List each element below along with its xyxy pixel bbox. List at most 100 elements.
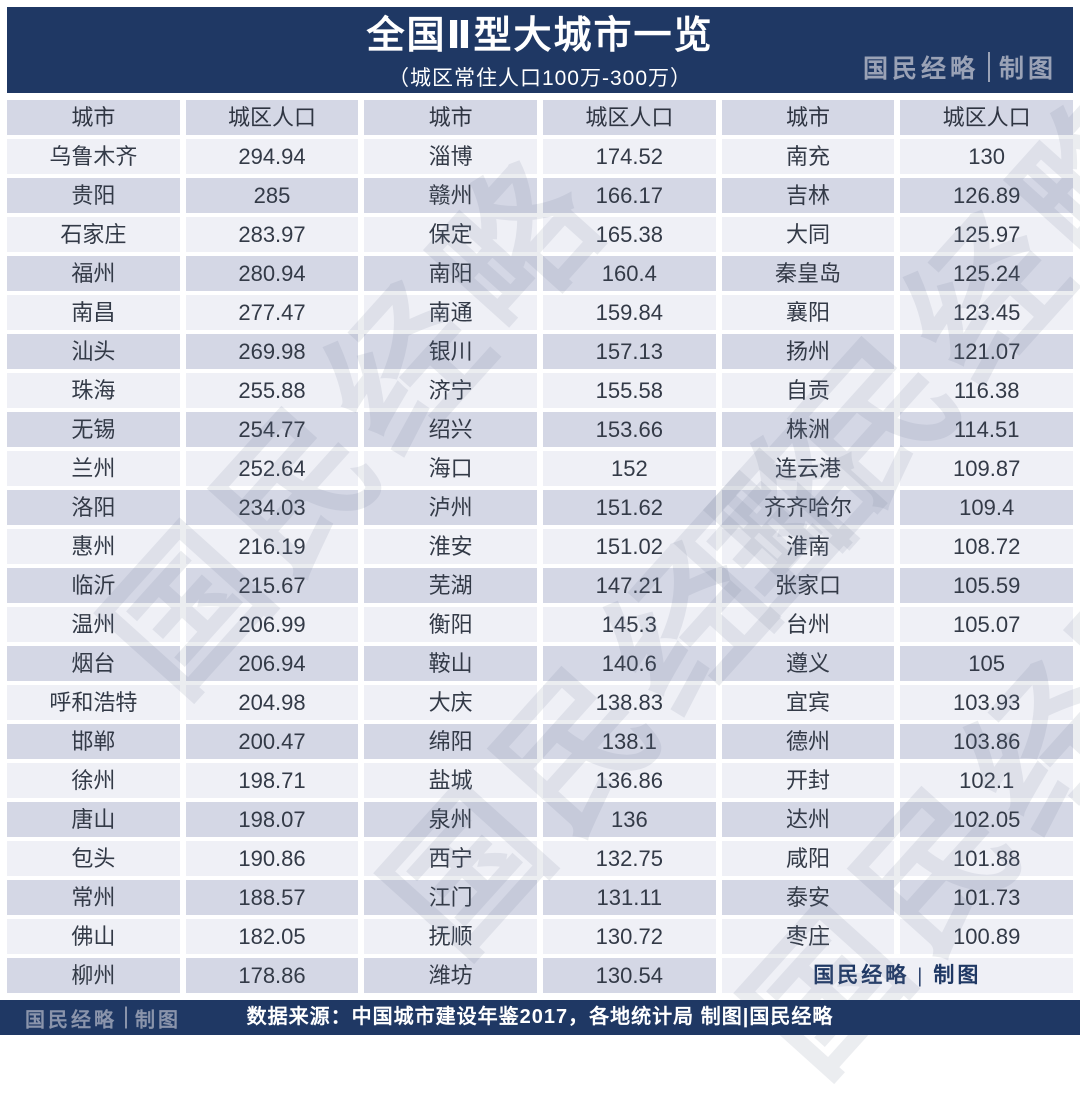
city-cell: 秦皇岛 (721, 256, 895, 291)
population-cell: 160.4 (543, 256, 716, 291)
city-cell: 汕头 (7, 334, 180, 369)
population-cell: 145.3 (543, 607, 716, 642)
population-cell: 155.58 (543, 373, 716, 408)
population-cell: 182.05 (185, 919, 359, 954)
city-cell: 南通 (364, 295, 537, 330)
population-cell: 215.67 (185, 568, 359, 603)
population-cell: 280.94 (185, 256, 359, 291)
city-cell: 乌鲁木齐 (7, 139, 180, 174)
population-cell: 103.93 (900, 685, 1073, 720)
city-cell: 泰安 (721, 880, 895, 915)
population-cell: 178.86 (185, 958, 359, 993)
population-cell: 252.64 (185, 451, 359, 486)
city-cell: 枣庄 (721, 919, 895, 954)
population-cell: 204.98 (185, 685, 359, 720)
population-cell: 131.11 (543, 880, 716, 915)
page-subtitle: （城区常住人口100万-300万） (387, 66, 693, 90)
population-cell: 151.62 (543, 490, 716, 525)
column-header: 城市 (364, 100, 537, 135)
city-cell: 无锡 (7, 412, 180, 447)
population-cell: 198.71 (185, 763, 359, 798)
brand-suffix: 制图 (998, 56, 1057, 83)
population-cell: 166.17 (543, 178, 716, 213)
population-cell: 130.72 (543, 919, 716, 954)
population-cell: 190.86 (185, 841, 359, 876)
population-cell: 101.88 (900, 841, 1073, 876)
title-banner: 全国Ⅱ型大城市一览 （城区常住人口100万-300万） 国民经略 制图 (7, 7, 1073, 93)
population-cell: 102.05 (900, 802, 1073, 837)
column-header: 城市 (7, 100, 180, 135)
population-cell: 285 (185, 178, 359, 213)
population-cell: 100.89 (900, 919, 1073, 954)
population-cell: 254.77 (185, 412, 359, 447)
city-cell: 柳州 (7, 958, 180, 993)
city-cell: 抚顺 (364, 919, 537, 954)
city-cell: 徐州 (7, 763, 180, 798)
page-title: 全国Ⅱ型大城市一览 (366, 15, 714, 57)
city-cell: 福州 (7, 256, 180, 291)
city-cell: 芜湖 (364, 568, 537, 603)
population-cell: 102.1 (900, 763, 1073, 798)
population-cell: 121.07 (900, 334, 1073, 369)
population-cell: 165.38 (543, 217, 716, 252)
population-cell: 105.07 (900, 607, 1073, 642)
table-brand-cell: 国民经略 | 制图 (721, 958, 1073, 993)
city-cell: 鞍山 (364, 646, 537, 681)
population-cell: 234.03 (185, 490, 359, 525)
population-cell: 103.86 (900, 724, 1073, 759)
population-cell: 283.97 (185, 217, 359, 252)
city-cell: 珠海 (7, 373, 180, 408)
population-cell: 206.94 (185, 646, 359, 681)
brand-mark: 国民经略 制图 (863, 49, 1057, 85)
city-cell: 温州 (7, 607, 180, 642)
population-cell: 294.94 (185, 139, 359, 174)
data-source-text: 数据来源：中国城市建设年鉴2017，各地统计局 制图|国民经略 (246, 1006, 834, 1028)
population-cell: 159.84 (543, 295, 716, 330)
population-cell: 277.47 (185, 295, 359, 330)
population-cell: 125.24 (900, 256, 1073, 291)
population-cell: 136.86 (543, 763, 716, 798)
population-cell: 136 (543, 802, 716, 837)
population-cell: 105.59 (900, 568, 1073, 603)
footer-brand-name: 国民经略 (25, 1009, 117, 1031)
footer-brand-mark: 国民经略 制图 (25, 1003, 181, 1032)
city-cell: 洛阳 (7, 490, 180, 525)
population-cell: 116.38 (900, 373, 1073, 408)
population-cell: 151.02 (543, 529, 716, 564)
population-cell: 138.1 (543, 724, 716, 759)
city-cell: 绵阳 (364, 724, 537, 759)
city-cell: 呼和浩特 (7, 685, 180, 720)
population-cell: 114.51 (900, 412, 1073, 447)
population-cell: 105 (900, 646, 1073, 681)
population-cell: 132.75 (543, 841, 716, 876)
city-cell: 贵阳 (7, 178, 180, 213)
city-cell: 大同 (721, 217, 895, 252)
city-cell: 石家庄 (7, 217, 180, 252)
city-cell: 齐齐哈尔 (721, 490, 895, 525)
city-cell: 邯郸 (7, 724, 180, 759)
population-cell: 198.07 (185, 802, 359, 837)
city-cell: 西宁 (364, 841, 537, 876)
city-cell: 台州 (721, 607, 895, 642)
population-cell: 140.6 (543, 646, 716, 681)
city-cell: 包头 (7, 841, 180, 876)
city-cell: 遵义 (721, 646, 895, 681)
city-cell: 江门 (364, 880, 537, 915)
city-cell: 绍兴 (364, 412, 537, 447)
city-cell: 襄阳 (721, 295, 895, 330)
population-cell: 200.47 (185, 724, 359, 759)
city-cell: 株洲 (721, 412, 895, 447)
city-cell: 泉州 (364, 802, 537, 837)
city-cell: 盐城 (364, 763, 537, 798)
column-header: 城区人口 (185, 100, 359, 135)
footer-bar: 国民经略 制图 数据来源：中国城市建设年鉴2017，各地统计局 制图|国民经略 (0, 1000, 1080, 1035)
population-cell: 109.4 (900, 490, 1073, 525)
city-cell: 德州 (721, 724, 895, 759)
population-cell: 147.21 (543, 568, 716, 603)
population-cell: 109.87 (900, 451, 1073, 486)
city-cell: 银川 (364, 334, 537, 369)
column-header: 城市 (721, 100, 895, 135)
city-cell: 佛山 (7, 919, 180, 954)
population-cell: 123.45 (900, 295, 1073, 330)
city-cell: 吉林 (721, 178, 895, 213)
